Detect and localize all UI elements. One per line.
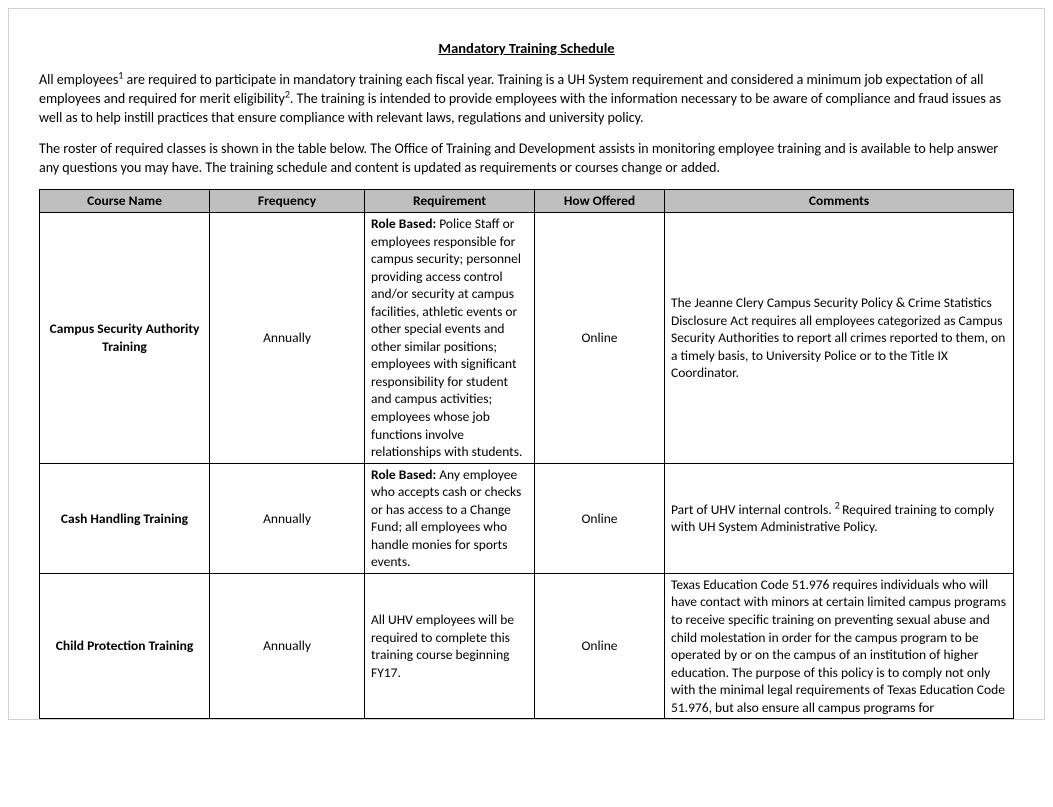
cell-how-offered: Online bbox=[535, 463, 665, 573]
header-comments: Comments bbox=[665, 190, 1014, 213]
cell-how-offered: Online bbox=[535, 213, 665, 464]
table-header-row: Course Name Frequency Requirement How Of… bbox=[40, 190, 1014, 213]
header-frequency: Frequency bbox=[210, 190, 365, 213]
table-row: Child Protection Training Annually All U… bbox=[40, 573, 1014, 718]
cell-frequency: Annually bbox=[210, 573, 365, 718]
req-lead: Role Based: bbox=[371, 466, 436, 483]
cell-course-name: Campus Security Authority Training bbox=[40, 213, 210, 464]
comments-text-a: Part of UHV internal controls. bbox=[671, 501, 835, 518]
req-lead: Role Based: bbox=[371, 215, 436, 232]
cell-comments: The Jeanne Clery Campus Security Policy … bbox=[665, 213, 1014, 464]
cell-comments: Texas Education Code 51.976 requires ind… bbox=[665, 573, 1014, 718]
table-row: Campus Security Authority Training Annua… bbox=[40, 213, 1014, 464]
intro1-part-a: All employees bbox=[39, 71, 118, 88]
page-title: Mandatory Training Schedule bbox=[39, 39, 1014, 57]
cell-requirement: Role Based: Any employee who accepts cas… bbox=[365, 463, 535, 573]
intro-paragraph-2: The roster of required classes is shown … bbox=[39, 140, 1014, 178]
cell-requirement: Role Based: Police Staff or employees re… bbox=[365, 213, 535, 464]
comments-text: The Jeanne Clery Campus Security Policy … bbox=[671, 294, 1005, 381]
cell-frequency: Annually bbox=[210, 213, 365, 464]
table-row: Cash Handling Training Annually Role Bas… bbox=[40, 463, 1014, 573]
intro-paragraph-1: All employees1 are required to participa… bbox=[39, 71, 1014, 128]
req-body: All UHV employees will be required to co… bbox=[371, 611, 514, 681]
cell-comments: Part of UHV internal controls. 2 Require… bbox=[665, 463, 1014, 573]
document-page: Mandatory Training Schedule All employee… bbox=[8, 8, 1045, 720]
cell-course-name: Cash Handling Training bbox=[40, 463, 210, 573]
comments-text: Texas Education Code 51.976 requires ind… bbox=[671, 576, 1006, 716]
cell-requirement: All UHV employees will be required to co… bbox=[365, 573, 535, 718]
table-body: Campus Security Authority Training Annua… bbox=[40, 213, 1014, 719]
comments-sup: 2 bbox=[835, 498, 842, 511]
cell-how-offered: Online bbox=[535, 573, 665, 718]
header-course-name: Course Name bbox=[40, 190, 210, 213]
training-table: Course Name Frequency Requirement How Of… bbox=[39, 189, 1014, 719]
cell-frequency: Annually bbox=[210, 463, 365, 573]
header-requirement: Requirement bbox=[365, 190, 535, 213]
cell-course-name: Child Protection Training bbox=[40, 573, 210, 718]
req-body: Police Staff or employees responsible fo… bbox=[371, 215, 522, 460]
header-how-offered: How Offered bbox=[535, 190, 665, 213]
